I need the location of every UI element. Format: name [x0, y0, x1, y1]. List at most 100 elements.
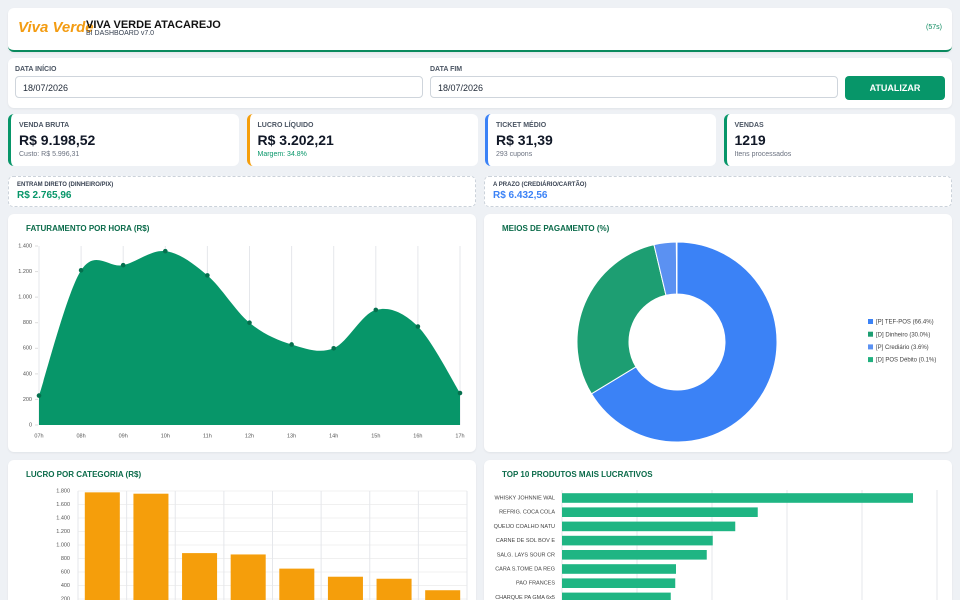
y-tick-label: 1.400 — [56, 515, 70, 521]
payment-value: R$ 2.765,96 — [17, 190, 72, 201]
chart: TOP 10 PRODUTOS MAIS LUCRATIVOS WHISKY JO… — [494, 470, 938, 600]
x-tick-label: 10h — [161, 433, 170, 439]
legend-swatch — [868, 319, 873, 324]
bar — [133, 493, 169, 600]
x-tick-label: 13h — [287, 433, 296, 439]
x-tick-label: 07h — [34, 433, 43, 439]
slice — [590, 241, 778, 443]
bar — [327, 576, 363, 600]
point — [163, 248, 168, 254]
kpi-label: VENDA BRUTA — [19, 122, 70, 129]
y-tick-label: WHISKY JOHNNIE WAL — [494, 495, 555, 501]
legend-swatch — [868, 344, 873, 350]
kpi-card: LUCRO LÍQUIDO R$ 3.202,21 Margem: 34.8% — [246, 114, 478, 166]
payment-value: R$ 6.432,56 — [493, 190, 548, 201]
kpi-label: VENDAS — [734, 122, 764, 129]
x-tick-label: 14h — [329, 433, 338, 439]
bar — [279, 568, 315, 600]
point — [36, 393, 42, 398]
slice — [675, 241, 678, 295]
bar — [425, 590, 461, 600]
legend-label: [D] POS Débito (0.1%) — [876, 358, 936, 364]
end-date[interactable]: 18/07/2026 — [430, 76, 838, 98]
y-tick-label: 200 — [61, 596, 70, 600]
x-tick-label: 16h — [413, 433, 422, 439]
legend-label: [P] TEF-POS (66.4%) — [876, 320, 934, 326]
slice — [576, 244, 667, 395]
payment-card: ENTRAM DIRETO (DINHEIRO/PIX) R$ 2.765,96 — [8, 176, 476, 207]
payment-card: A PRAZO (CREDIÁRIO/CARTÃO) R$ 6.432,56 — [484, 176, 952, 207]
chart-title: TOP 10 PRODUTOS MAIS LUCRATIVOS — [502, 470, 653, 479]
kpi-label: TICKET MÉDIO — [496, 122, 547, 129]
legend-label: [D] Dinheiro (30.0%) — [876, 332, 930, 338]
y-tick-label: 1.200 — [18, 269, 32, 275]
chart-title: LUCRO POR CATEGORIA (R$) — [26, 470, 141, 479]
y-tick-label: SALG. LAYS SOUR CR — [497, 552, 555, 558]
point — [457, 390, 463, 396]
y-tick-label: QUEIJO COALHO NATU — [494, 524, 555, 530]
chart: MEIOS DE PAGAMENTO (%) [P] TEF-POS (66.4%… — [502, 224, 936, 443]
point — [415, 324, 421, 329]
x-tick-label: 15h — [371, 433, 380, 439]
y-tick-label: 1.000 — [18, 295, 32, 301]
legend-swatch — [868, 357, 873, 363]
filters: DATA INÍCIO 18/07/2026 DATA FIM 18/07/20… — [8, 58, 952, 108]
bar — [562, 578, 676, 588]
kpi-label: LUCRO LÍQUIDO — [257, 122, 314, 129]
chart: FATURAMENTO POR HORA (R$) 0 200 400 600 800 1.… — [18, 224, 464, 439]
kpi-sub: Margem: 34.8% — [257, 151, 307, 158]
header: Viva Verde VIVA VERDE ATACAREJO BI DASHB… — [8, 8, 952, 52]
point — [373, 307, 379, 313]
bar — [562, 535, 713, 546]
bar — [562, 592, 671, 600]
y-tick-label: 600 — [23, 346, 32, 352]
point — [120, 262, 126, 268]
kpi-value: 1219 — [734, 132, 766, 148]
chart-card: LUCRO POR CATEGORIA (R$) 200 400 600 800 1.00… — [8, 460, 476, 600]
y-tick-label: CHARQUE PA GMA 6x5 — [495, 595, 555, 600]
bar — [182, 553, 218, 600]
y-tick-label: 1.000 — [56, 542, 70, 548]
kpi-card: VENDAS 1219 Itens processados — [723, 114, 955, 166]
area — [39, 250, 460, 425]
point — [78, 267, 84, 273]
chart: LUCRO POR CATEGORIA (R$) 200 400 600 800 1.00… — [26, 470, 468, 600]
start-date[interactable]: 18/07/2026 — [15, 76, 423, 98]
refresh-button[interactable]: ATUALIZAR — [845, 76, 945, 100]
bar — [562, 493, 913, 503]
kpi-sub: 293 cupons — [496, 151, 533, 158]
x-tick-label: 17h — [455, 433, 464, 439]
kpi-sub: Itens processados — [734, 151, 792, 158]
chart-card: TOP 10 PRODUTOS MAIS LUCRATIVOS WHISKY JO… — [484, 460, 952, 600]
bar — [376, 578, 412, 600]
y-tick-label: 1.200 — [56, 529, 70, 535]
y-tick-label: 800 — [61, 556, 70, 562]
y-tick-label: 600 — [61, 569, 70, 575]
payment-label: A PRAZO (CREDIÁRIO/CARTÃO) — [493, 182, 587, 188]
bar — [562, 550, 707, 560]
bar — [562, 521, 736, 532]
point — [205, 273, 210, 278]
chart-title: FATURAMENTO POR HORA (R$) — [26, 224, 150, 233]
y-tick-label: 400 — [23, 371, 32, 377]
kpi-card: VENDA BRUTA R$ 9.198,52 Custo: R$ 5.996,31 — [8, 114, 239, 166]
point — [289, 342, 294, 347]
bar — [230, 554, 266, 600]
kpi-value: R$ 3.202,21 — [257, 132, 334, 148]
kpi-sub: Custo: R$ 5.996,31 — [19, 151, 80, 158]
y-tick-label: 0 — [29, 422, 32, 428]
start-label: DATA INÍCIO — [15, 66, 57, 73]
kpi-card: TICKET MÉDIO R$ 31,39 293 cupons — [485, 114, 716, 166]
chart-card: FATURAMENTO POR HORA (R$) 0 200 400 600 800 1.… — [8, 214, 476, 452]
y-tick-label: 1.600 — [56, 502, 70, 508]
payment-label: ENTRAM DIRETO (DINHEIRO/PIX) — [17, 182, 114, 188]
chart-card: MEIOS DE PAGAMENTO (%) [P] TEF-POS (66.4%… — [484, 214, 952, 452]
app-subtitle: BI DASHBOARD v7.0 — [86, 30, 155, 37]
x-tick-label: 09h — [119, 433, 128, 439]
point — [247, 320, 252, 326]
y-tick-label: 200 — [23, 397, 32, 403]
bar — [562, 507, 758, 517]
chart-title: MEIOS DE PAGAMENTO (%) — [502, 224, 610, 233]
bar — [84, 492, 120, 600]
